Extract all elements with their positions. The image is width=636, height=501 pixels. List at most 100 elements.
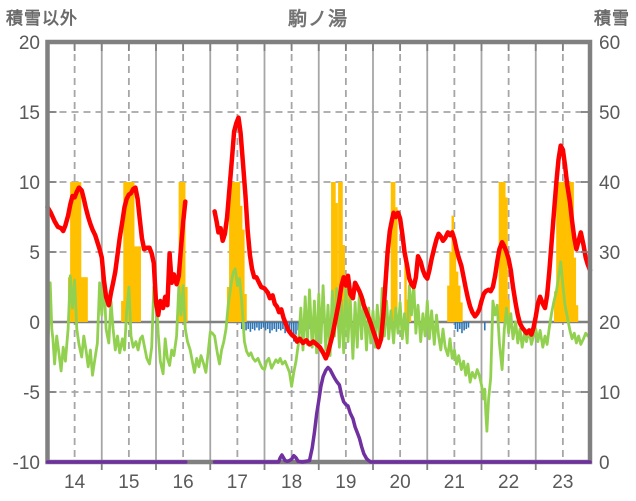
precipitation-bars-orange-bar xyxy=(560,182,564,322)
precipitation-bars-orange-bar xyxy=(72,182,75,322)
precipitation-bars-orange-bar xyxy=(507,299,510,322)
subzero-bars-blue-bar xyxy=(273,322,276,329)
temperature-line-red xyxy=(212,115,593,361)
precipitation-bars-orange-bar xyxy=(80,277,84,322)
precipitation-bars-orange-bar xyxy=(185,287,188,322)
precipitation-bars-orange-bar xyxy=(134,246,137,322)
subzero-bars-blue-bar xyxy=(251,322,254,329)
x-axis-tick-label: 23 xyxy=(552,472,573,493)
subzero-bars-blue-bar xyxy=(459,322,461,329)
green-line xyxy=(46,260,592,433)
precipitation-bars-orange-bar xyxy=(449,252,452,322)
subzero-bars-blue-bar xyxy=(467,322,470,328)
precipitation-bars-orange-bar xyxy=(346,288,350,322)
subzero-bars-blue-bar xyxy=(279,322,282,331)
right-axis-tick-label: 60 xyxy=(599,33,620,54)
precipitation-bars-orange-bar xyxy=(182,182,186,322)
chart-title: 駒ノ湯 xyxy=(287,9,348,30)
precipitation-bars-orange-bar xyxy=(229,182,232,322)
precipitation-bars-orange-bar xyxy=(564,182,568,322)
right-axis-title: 積雪 xyxy=(594,9,630,28)
subzero-bars-blue-bar xyxy=(483,322,486,331)
right-axis-tick-label: 0 xyxy=(599,453,610,474)
x-axis-tick-label: 19 xyxy=(335,472,356,493)
x-axis-tick-label: 16 xyxy=(173,472,194,493)
precipitation-bars-orange-bar xyxy=(562,182,566,322)
x-axis-tick-label: 15 xyxy=(118,472,139,493)
subzero-bars-blue-bar xyxy=(290,322,293,332)
subzero-bars-blue-bar xyxy=(282,322,284,329)
left-axis-tick-label: 5 xyxy=(29,243,40,264)
x-axis-tick-label: 22 xyxy=(498,472,519,493)
precipitation-bars-orange-bar xyxy=(121,301,124,322)
temperature-line-red xyxy=(45,185,188,318)
subzero-bars-blue-bar xyxy=(454,322,457,329)
precipitation-bars-orange-bar xyxy=(573,257,577,322)
precipitation-bars-orange-bar xyxy=(237,182,241,322)
precipitation-bars-orange-bar xyxy=(136,246,139,322)
subzero-bars-blue-bar xyxy=(277,322,280,329)
precipitation-bars-orange-bar xyxy=(569,182,572,322)
precipitation-bars-orange-bar xyxy=(74,182,77,322)
precipitation-bars-orange-bar xyxy=(340,182,343,322)
precipitation-bars-orange-bar xyxy=(408,305,412,322)
x-axis-tick-label: 20 xyxy=(390,472,411,493)
subzero-bars-blue-bar xyxy=(264,322,267,331)
precipitation-bars-orange-bar xyxy=(127,182,131,322)
right-axis-tick-label: 30 xyxy=(599,243,620,264)
precipitation-bars-orange-bar xyxy=(455,271,459,322)
subzero-bars-blue-bar xyxy=(297,322,299,331)
precipitation-bars-orange-bar xyxy=(500,182,504,322)
precipitation-bars-orange-bar xyxy=(70,182,73,322)
x-axis-tick-label: 21 xyxy=(444,472,465,493)
right-axis-tick-label: 20 xyxy=(599,313,620,334)
x-axis-tick-label: 17 xyxy=(227,472,248,493)
precipitation-bars-orange-bar xyxy=(556,182,559,322)
precipitation-bars-orange-bar xyxy=(460,302,463,322)
subzero-bars-blue-bar xyxy=(266,322,269,329)
subzero-bars-blue-bar xyxy=(240,322,243,329)
subzero-bars-blue-bar xyxy=(463,322,465,331)
precipitation-bars-orange-bar xyxy=(131,182,135,322)
subzero-bars-blue-bar xyxy=(288,322,291,329)
precipitation-bars-orange-bar xyxy=(85,277,88,322)
precipitation-bars-orange-bar xyxy=(390,182,394,322)
precipitation-bars-orange-bar xyxy=(235,182,239,322)
subzero-bars-blue-bar xyxy=(258,322,260,331)
precipitation-bars-orange-bar xyxy=(447,285,450,322)
precipitation-bars-orange-bar xyxy=(392,182,396,322)
x-axis-tick-label: 18 xyxy=(281,472,302,493)
precipitation-bars-orange-bar xyxy=(125,182,128,322)
left-axis-tick-label: 0 xyxy=(29,313,40,334)
precipitation-bars-orange-bar xyxy=(338,182,341,322)
subzero-bars-blue-bar xyxy=(271,322,273,331)
x-axis-tick-label: 14 xyxy=(64,472,86,493)
precipitation-bars-orange-bar xyxy=(567,182,570,322)
precipitation-bars-orange-bar xyxy=(78,182,82,322)
precipitation-bars-orange-bar xyxy=(333,182,336,322)
precipitation-bars-orange-bar xyxy=(239,205,243,322)
precipitation-bars-orange-bar xyxy=(233,182,236,322)
precipitation-bars-orange-bar xyxy=(244,294,247,322)
subzero-bars-blue-bar xyxy=(247,322,250,329)
right-axis-tick-label: 50 xyxy=(599,103,620,124)
precipitation-bars-orange-bar xyxy=(571,182,574,322)
precipitation-bars-orange-bar xyxy=(76,182,80,322)
snow-depth-line-purple xyxy=(212,365,592,464)
subzero-bars-blue-bar xyxy=(249,322,252,332)
precipitation-bars-orange-bar xyxy=(558,182,561,322)
subzero-bars-blue-bar xyxy=(269,322,271,334)
subzero-bars-blue-bar xyxy=(465,322,468,329)
subzero-bars-blue-bar xyxy=(260,322,263,329)
plot-frame xyxy=(45,39,593,465)
subzero-bars-blue-bar xyxy=(245,322,247,331)
left-axis-title: 積雪以外 xyxy=(6,9,78,28)
precipitation-bars-orange-bar xyxy=(129,182,133,322)
subzero-bars-blue-bar xyxy=(275,322,278,332)
subzero-bars-blue-bar xyxy=(456,322,459,332)
precipitation-bars-orange-bar xyxy=(395,207,398,322)
subzero-bars-blue-bar xyxy=(295,322,297,335)
right-axis-tick-label: 40 xyxy=(599,173,620,194)
